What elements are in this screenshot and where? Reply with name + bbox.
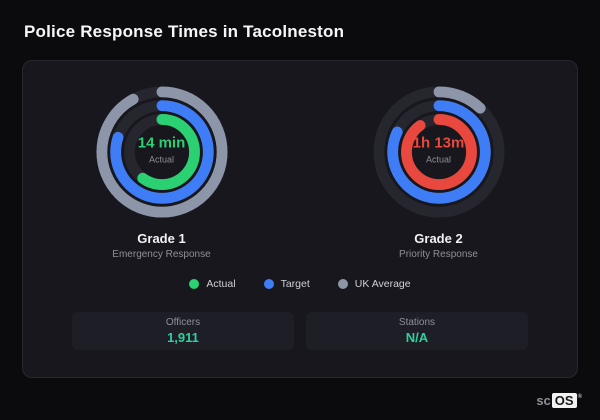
- grade-1-subtitle: Emergency Response: [112, 249, 211, 260]
- response-times-card: 14 min Actual Grade 1 Emergency Response…: [22, 60, 578, 378]
- officers-value: 1,911: [167, 330, 199, 345]
- brand-suffix: OS: [551, 393, 577, 408]
- legend-item-uk-average[interactable]: UK Average: [337, 278, 411, 290]
- stations-label: Stations: [398, 317, 436, 328]
- stats-row: Officers 1,911 Stations N/A: [23, 312, 577, 350]
- legend-label-actual: Actual: [206, 278, 236, 290]
- legend-item-actual[interactable]: Actual: [189, 278, 236, 290]
- grade-2-subtitle: Priority Response: [399, 249, 478, 260]
- legend-label-uk-average: UK Average: [354, 278, 411, 290]
- stat-box-officers: Officers 1,911: [72, 312, 294, 350]
- grade-2-gauge-chart: [372, 86, 505, 218]
- legend-dot-target: [263, 279, 274, 289]
- brand-registered-mark: ®: [577, 394, 582, 400]
- scos-logo: sc OS ®: [536, 393, 582, 408]
- gauge-grade-1: 14 min Actual Grade 1 Emergency Response: [23, 83, 300, 260]
- chart-legend: Actual Target UK Average: [23, 278, 577, 290]
- gauge-grade-2: 1h 13m Actual Grade 2 Priority Response: [300, 83, 577, 260]
- legend-dot-actual: [189, 279, 200, 289]
- brand-prefix: sc: [536, 393, 551, 408]
- stations-value: N/A: [405, 330, 429, 345]
- grade-1-title: Grade 1: [137, 231, 186, 246]
- gauges-row: 14 min Actual Grade 1 Emergency Response…: [23, 61, 577, 260]
- stat-box-stations: Stations N/A: [306, 312, 528, 350]
- officers-label: Officers: [165, 317, 201, 328]
- legend-label-target: Target: [280, 278, 310, 290]
- page-title: Police Response Times in Tacolneston: [24, 22, 345, 41]
- grade-1-gauge-chart: [95, 86, 228, 218]
- grade-2-gauge-wrap: 1h 13m Actual: [370, 83, 508, 221]
- grade-1-gauge-wrap: 14 min Actual: [93, 83, 231, 221]
- grade-2-title: Grade 2: [414, 231, 463, 246]
- legend-dot-uk-average: [337, 279, 348, 289]
- legend-item-target[interactable]: Target: [263, 278, 310, 290]
